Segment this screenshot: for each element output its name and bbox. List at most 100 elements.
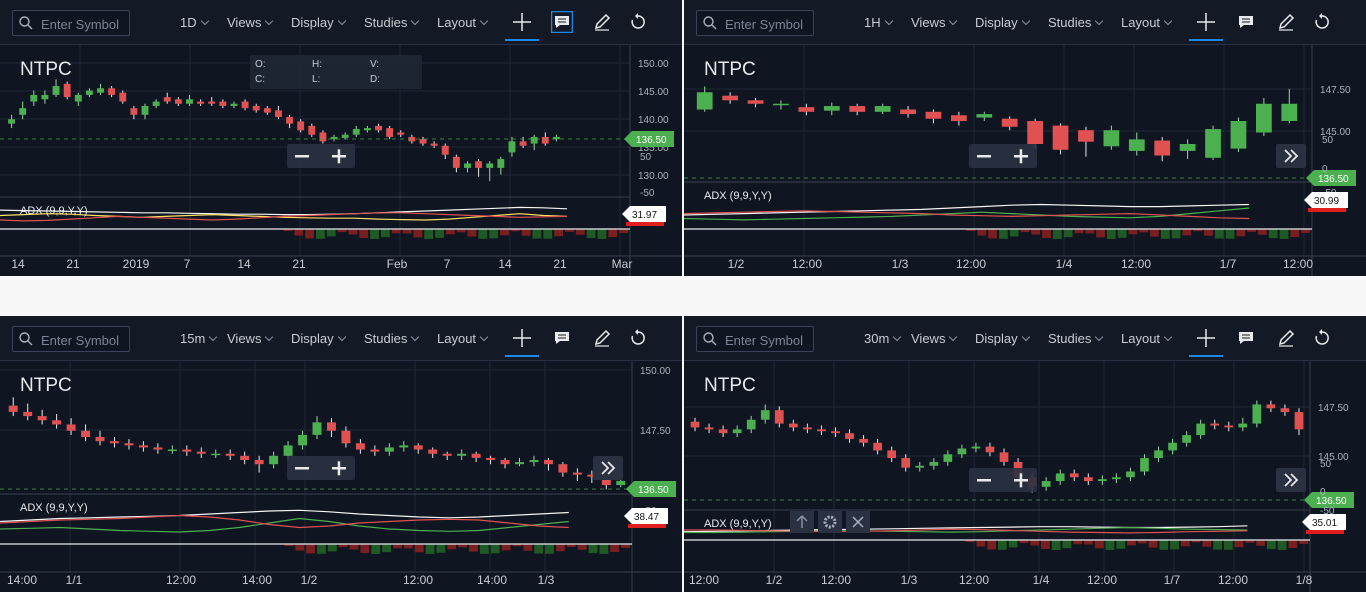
layout-menu[interactable]: Layout (437, 331, 489, 346)
candle-body (943, 454, 953, 462)
adx-tag-underline (626, 222, 664, 226)
candle-body (19, 108, 27, 115)
symbol-search-input[interactable] (39, 13, 131, 35)
display-menu[interactable]: Display (291, 15, 346, 30)
ohlc-legend-label: C: (255, 74, 265, 85)
display-menu[interactable]: Display (975, 15, 1030, 30)
candle-body (1126, 471, 1135, 478)
adx-histogram-bar (1116, 540, 1126, 549)
candle-body (500, 460, 510, 465)
adx-histogram-bar (382, 544, 392, 553)
candle-body (85, 90, 93, 95)
zoom-controls (287, 144, 355, 168)
layout-menu[interactable]: Layout (1121, 331, 1173, 346)
adx-histogram-bar (1085, 229, 1095, 234)
candle-body (8, 119, 16, 124)
scroll-to-latest-button[interactable] (593, 456, 623, 480)
study-settings-button[interactable] (818, 511, 842, 533)
candle-body (471, 453, 481, 458)
candle-body (1294, 412, 1304, 430)
views-menu[interactable]: Views (911, 331, 958, 346)
annotation-button[interactable] (550, 10, 574, 34)
draw-button[interactable] (1275, 11, 1297, 33)
reset-button[interactable] (1311, 11, 1333, 33)
adx-histogram-bar (1214, 229, 1224, 239)
candle-body (375, 125, 382, 131)
candle-body (283, 445, 293, 456)
crosshair-button[interactable] (505, 11, 539, 41)
zoom-out-button[interactable] (977, 155, 991, 158)
views-menu[interactable]: Views (227, 15, 274, 30)
display-menu[interactable]: Display (291, 331, 346, 346)
studies-menu[interactable]: Studies (1048, 331, 1104, 346)
interval-dropdown[interactable]: 15m (180, 331, 218, 346)
display-menu[interactable]: Display (975, 331, 1030, 346)
chart-pane-daily: 1D Views Display Studies Layout (0, 0, 682, 276)
interval-dropdown[interactable]: 30m (864, 331, 902, 346)
reset-button[interactable] (627, 11, 649, 33)
symbol-search-input[interactable] (723, 13, 815, 35)
annotation-button[interactable] (1235, 327, 1257, 349)
zoom-in-button[interactable] (332, 461, 346, 476)
move-study-up-button[interactable] (790, 511, 814, 533)
price-tag-value: 136.50 (1318, 174, 1349, 185)
candle-body (486, 457, 496, 460)
adx-histogram-bar (534, 544, 544, 554)
tool-bg (818, 511, 842, 533)
studies-menu[interactable]: Studies (364, 331, 420, 346)
adx-histogram-bar (1277, 540, 1287, 550)
zoom-in-button[interactable] (332, 149, 346, 164)
draw-button[interactable] (1275, 327, 1297, 349)
candle-body (515, 462, 524, 465)
symbol-search[interactable] (696, 10, 815, 36)
zoom-out-button[interactable] (295, 155, 309, 158)
crosshair-button[interactable] (1189, 327, 1223, 357)
scroll-to-latest-button[interactable] (1276, 468, 1306, 492)
crosshair-button[interactable] (505, 327, 539, 357)
price-tick-label: 147.50 (1320, 85, 1351, 96)
adx-tag-shape (624, 508, 668, 524)
crosshair-button[interactable] (1189, 11, 1223, 41)
symbol-search-input[interactable] (723, 329, 815, 351)
scroll-to-latest-button[interactable] (1276, 144, 1306, 168)
annotation-button[interactable] (551, 327, 573, 349)
ohlc-legend: O: H: V: C: L: D: (250, 55, 422, 89)
candle-body (23, 411, 33, 417)
symbol-search-input[interactable] (39, 329, 131, 351)
interval-dropdown[interactable]: 1D (180, 15, 209, 30)
adx-histogram-bar (545, 544, 554, 554)
symbol-search[interactable] (696, 326, 815, 352)
studies-menu[interactable]: Studies (364, 15, 420, 30)
draw-button[interactable] (591, 327, 613, 349)
candle-body (330, 136, 338, 140)
chart-canvas[interactable]: NTPC 150.00 145.00 140.00 135.00 130.00 136.50… (0, 45, 682, 276)
zoom-in-button[interactable] (1014, 149, 1028, 164)
zoom-out-button[interactable] (977, 479, 991, 482)
annotation-button[interactable] (1235, 11, 1257, 33)
layout-menu[interactable]: Layout (437, 15, 489, 30)
draw-button[interactable] (591, 11, 613, 33)
symbol-search[interactable] (12, 10, 131, 36)
studies-menu[interactable]: Studies (1048, 15, 1104, 30)
reset-button[interactable] (627, 327, 649, 349)
adx-histogram-bar (977, 229, 987, 236)
zoom-out-button[interactable] (295, 467, 309, 470)
candle-body (124, 443, 134, 446)
search-icon (703, 16, 717, 30)
adx-histogram-bar (371, 544, 381, 554)
candle-body (52, 86, 60, 95)
reset-button[interactable] (1311, 327, 1333, 349)
views-menu[interactable]: Views (227, 331, 274, 346)
adx-histogram-bar (543, 229, 553, 239)
zoom-in-button[interactable] (1014, 473, 1028, 488)
interval-dropdown[interactable]: 1H (864, 15, 893, 30)
time-axis-label: 12:00 (1283, 257, 1313, 271)
views-menu[interactable]: Views (911, 15, 958, 30)
candle-body (486, 163, 494, 168)
symbol-search[interactable] (12, 326, 131, 352)
layout-menu[interactable]: Layout (1121, 15, 1173, 30)
remove-study-button[interactable] (846, 511, 870, 533)
